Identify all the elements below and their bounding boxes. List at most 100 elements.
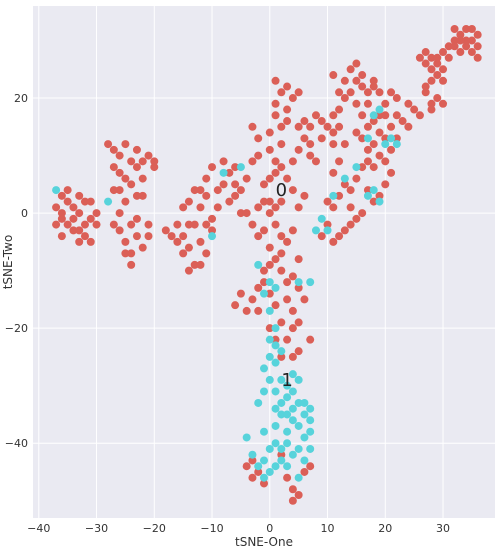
scatter-point xyxy=(288,387,297,396)
scatter-point xyxy=(329,71,338,80)
scatter-point xyxy=(294,490,303,499)
scatter-point xyxy=(265,324,274,333)
scatter-point xyxy=(335,157,344,166)
scatter-point xyxy=(69,203,78,212)
scatter-point xyxy=(271,387,280,396)
scatter-point xyxy=(387,122,396,131)
scatter-point xyxy=(265,289,274,298)
scatter-point xyxy=(317,232,326,241)
scatter-point xyxy=(363,157,372,166)
scatter-point xyxy=(473,30,482,39)
scatter-point xyxy=(283,295,292,304)
scatter-point xyxy=(363,191,372,200)
scatter-point xyxy=(375,197,384,206)
scatter-point xyxy=(352,99,361,108)
scatter-point xyxy=(254,203,263,212)
scatter-point xyxy=(196,186,205,195)
scatter-point xyxy=(283,381,292,390)
scatter-point xyxy=(294,283,303,292)
scatter-point xyxy=(121,174,130,183)
scatter-point xyxy=(450,36,459,45)
scatter-point xyxy=(254,260,263,269)
scatter-point xyxy=(86,237,95,246)
scatter-point xyxy=(179,232,188,241)
scatter-point xyxy=(121,237,130,246)
scatter-point xyxy=(346,186,355,195)
scatter-point xyxy=(138,174,147,183)
scatter-point xyxy=(271,203,280,212)
scatter-point xyxy=(104,140,113,149)
scatter-point xyxy=(265,209,274,218)
scatter-point xyxy=(265,306,274,315)
scatter-point xyxy=(127,220,136,229)
scatter-point xyxy=(300,433,309,442)
scatter-point xyxy=(335,105,344,114)
scatter-point xyxy=(311,226,320,235)
scatter-point xyxy=(179,203,188,212)
scatter-point xyxy=(300,410,309,419)
scatter-point xyxy=(52,203,61,212)
scatter-point xyxy=(358,71,367,80)
scatter-point xyxy=(306,404,315,413)
scatter-point xyxy=(277,375,286,384)
scatter-point xyxy=(208,232,217,241)
scatter-point xyxy=(202,220,211,229)
scatter-point xyxy=(254,462,263,471)
scatter-point xyxy=(421,82,430,91)
scatter-point xyxy=(213,203,222,212)
scatter-point xyxy=(392,134,401,143)
scatter-point xyxy=(427,53,436,62)
scatter-point xyxy=(317,134,326,143)
scatter-point xyxy=(294,347,303,356)
scatter-point xyxy=(300,398,309,407)
scatter-point xyxy=(375,151,384,160)
scatter-point xyxy=(63,197,72,206)
scatter-point xyxy=(271,99,280,108)
scatter-point xyxy=(132,232,141,241)
scatter-point xyxy=(75,209,84,218)
scatter-point xyxy=(277,347,286,356)
scatter-point xyxy=(352,163,361,172)
scatter-point xyxy=(236,209,245,218)
scatter-point xyxy=(283,278,292,287)
scatter-point xyxy=(260,197,268,206)
scatter-point xyxy=(271,220,280,229)
scatter-point xyxy=(283,117,292,126)
scatter-point xyxy=(369,197,378,206)
scatter-point xyxy=(306,416,315,425)
scatter-point xyxy=(115,168,124,177)
scatter-point xyxy=(352,128,361,137)
scatter-point xyxy=(387,168,396,177)
scatter-point xyxy=(306,444,315,453)
scatter-point xyxy=(387,88,396,97)
scatter-point xyxy=(369,117,378,126)
scatter-point xyxy=(369,76,378,85)
x-tick-label: −30 xyxy=(85,522,108,535)
scatter-point xyxy=(271,462,280,471)
scatter-point xyxy=(294,421,303,430)
scatter-point xyxy=(323,197,332,206)
scatter-point xyxy=(127,180,136,189)
scatter-point xyxy=(340,76,349,85)
scatter-point xyxy=(271,324,280,333)
scatter-point xyxy=(271,335,280,344)
scatter-point xyxy=(260,387,268,396)
scatter-point xyxy=(392,94,401,103)
scatter-point xyxy=(363,186,372,195)
scatter-point xyxy=(283,393,292,402)
scatter-point xyxy=(248,295,257,304)
scatter-point xyxy=(277,88,286,97)
scatter-point xyxy=(248,473,257,482)
scatter-point xyxy=(63,186,72,195)
scatter-point xyxy=(306,278,315,287)
scatter-point xyxy=(254,151,263,160)
scatter-point xyxy=(462,36,471,45)
scatter-point xyxy=(265,375,274,384)
scatter-point xyxy=(363,145,372,154)
scatter-point xyxy=(208,163,217,172)
scatter-point xyxy=(415,53,424,62)
scatter-point xyxy=(439,76,448,85)
scatter-point xyxy=(161,226,170,235)
scatter-point xyxy=(300,295,309,304)
scatter-point xyxy=(346,203,355,212)
